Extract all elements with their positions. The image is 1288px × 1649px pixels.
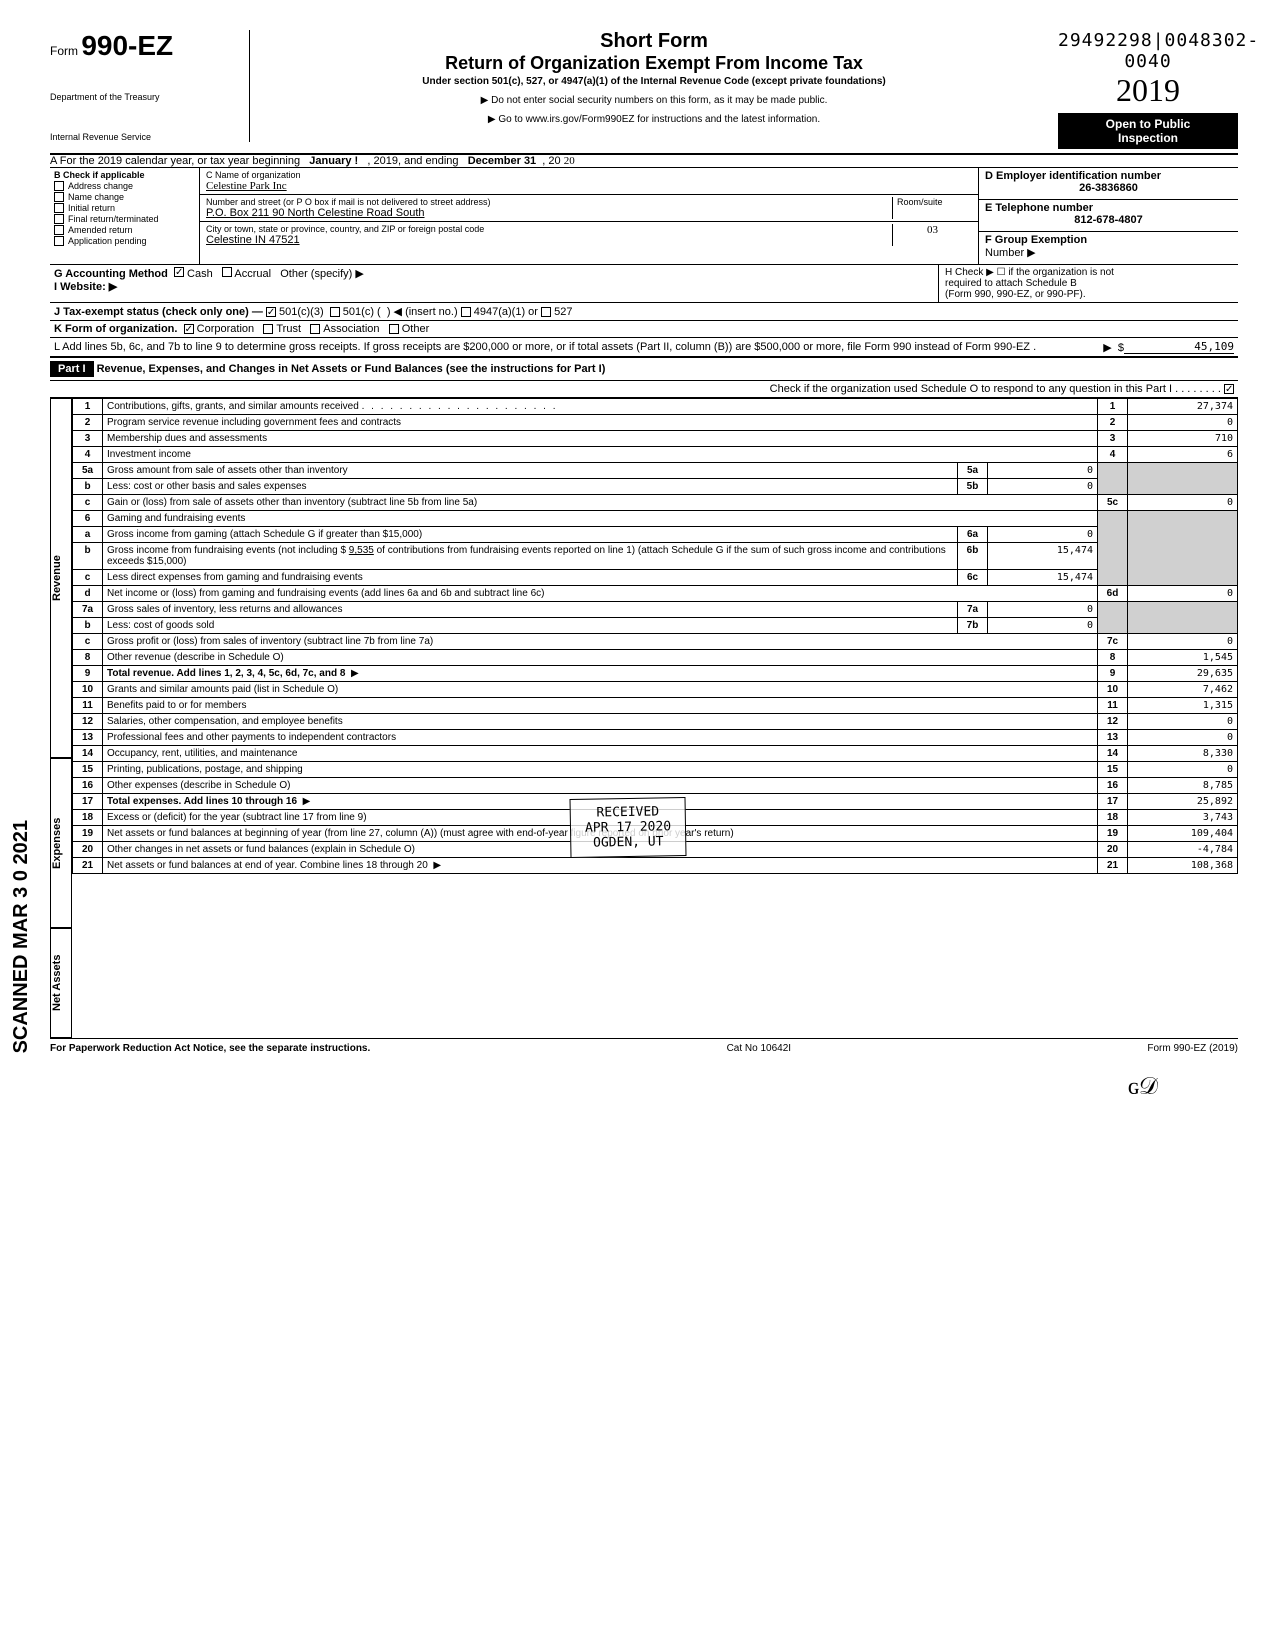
line-a: A For the 2019 calendar year, or tax yea… <box>50 155 1238 168</box>
dept-irs: Internal Revenue Service <box>50 132 241 142</box>
chk-527[interactable] <box>541 307 551 317</box>
amt-17: 25,892 <box>1128 794 1238 810</box>
gross-receipts: 45,109 <box>1124 340 1234 354</box>
title-return: Return of Organization Exempt From Incom… <box>260 53 1048 74</box>
amt-11: 1,315 <box>1128 698 1238 714</box>
form-header: Form 990-EZ Department of the Treasury I… <box>50 30 1238 155</box>
amt-8: 1,545 <box>1128 650 1238 666</box>
chk-address-change[interactable]: Address change <box>68 181 133 191</box>
chk-amended[interactable]: Amended return <box>68 225 133 235</box>
col-b: B Check if applicable Address change Nam… <box>50 168 200 264</box>
amt-5c: 0 <box>1128 495 1238 511</box>
chk-501c[interactable] <box>330 307 340 317</box>
org-street: P.O. Box 211 90 North Celestine Road Sou… <box>206 207 892 219</box>
dept-treasury: Department of the Treasury <box>50 92 241 102</box>
side-expenses: Expenses <box>50 758 72 928</box>
received-stamp: RECEIVED APR 17 2020 OGDEN, UT <box>569 797 686 858</box>
part-i-header: Part I Revenue, Expenses, and Changes in… <box>50 357 1238 381</box>
website-label: I Website: ▶ <box>54 281 117 293</box>
amt-2: 0 <box>1128 415 1238 431</box>
chk-accrual[interactable] <box>222 267 232 277</box>
chk-initial-return[interactable]: Initial return <box>68 203 115 213</box>
block-bcdef: B Check if applicable Address change Nam… <box>50 168 1238 265</box>
scanned-stamp: SCANNED MAR 3 0 2021 <box>10 820 33 1053</box>
chk-pending[interactable]: Application pending <box>68 236 147 246</box>
chk-trust[interactable] <box>263 324 273 334</box>
room-suite-hand: 03 <box>892 224 972 246</box>
ein: 26-3836860 <box>985 182 1232 194</box>
amt-1: 27,374 <box>1128 399 1238 415</box>
row-k: K Form of organization. Corporation Trus… <box>50 321 1238 338</box>
chk-final-return[interactable]: Final return/terminated <box>68 214 159 224</box>
amt-4: 6 <box>1128 447 1238 463</box>
signature-initials: ɢ𝒟 <box>50 1074 1238 1101</box>
col-c: C Name of organization Celestine Park In… <box>200 168 978 264</box>
amt-3: 710 <box>1128 431 1238 447</box>
footer: For Paperwork Reduction Act Notice, see … <box>50 1038 1238 1054</box>
amt-13: 0 <box>1128 730 1238 746</box>
amt-19: 109,404 <box>1128 826 1238 842</box>
row-g: G Accounting Method Cash Accrual Other (… <box>50 265 1238 303</box>
chk-schedule-o[interactable] <box>1224 384 1234 394</box>
chk-501c3[interactable] <box>266 307 276 317</box>
form-number: Form 990-EZ <box>50 30 241 62</box>
side-netassets: Net Assets <box>50 928 72 1038</box>
chk-assoc[interactable] <box>310 324 320 334</box>
amt-20: -4,784 <box>1128 842 1238 858</box>
row-l: L Add lines 5b, 6c, and 7b to line 9 to … <box>50 338 1238 357</box>
part-i-check: Check if the organization used Schedule … <box>50 381 1238 398</box>
open-public: Open to PublicInspection <box>1058 113 1238 149</box>
org-name: Celestine Park Inc <box>206 180 972 192</box>
phone: 812-678-4807 <box>985 214 1232 226</box>
amt-14: 8,330 <box>1128 746 1238 762</box>
instr-url: ▶ Go to www.irs.gov/Form990EZ for instru… <box>260 114 1048 125</box>
amt-16: 8,785 <box>1128 778 1238 794</box>
subtitle: Under section 501(c), 527, or 4947(a)(1)… <box>260 76 1048 87</box>
chk-other-org[interactable] <box>389 324 399 334</box>
amt-15: 0 <box>1128 762 1238 778</box>
amt-9: 29,635 <box>1128 666 1238 682</box>
amt-7c: 0 <box>1128 634 1238 650</box>
instr-ssn: ▶ Do not enter social security numbers o… <box>260 95 1048 106</box>
chk-cash[interactable] <box>174 267 184 277</box>
chk-name-change[interactable]: Name change <box>68 192 124 202</box>
row-j: J Tax-exempt status (check only one) — 5… <box>50 303 1238 321</box>
side-revenue: Revenue <box>50 398 72 758</box>
org-city: Celestine IN 47521 <box>206 234 892 246</box>
amt-10: 7,462 <box>1128 682 1238 698</box>
amt-12: 0 <box>1128 714 1238 730</box>
dln-stamp: 29492298|0048302-0040 <box>1058 30 1238 72</box>
amt-21: 108,368 <box>1128 858 1238 874</box>
title-short-form: Short Form <box>260 30 1048 53</box>
amt-18: 3,743 <box>1128 810 1238 826</box>
tax-year: 2019 <box>1058 72 1238 109</box>
amt-6d: 0 <box>1128 586 1238 602</box>
chk-corp[interactable] <box>184 324 194 334</box>
chk-4947[interactable] <box>461 307 471 317</box>
col-def: D Employer identification number 26-3836… <box>978 168 1238 264</box>
